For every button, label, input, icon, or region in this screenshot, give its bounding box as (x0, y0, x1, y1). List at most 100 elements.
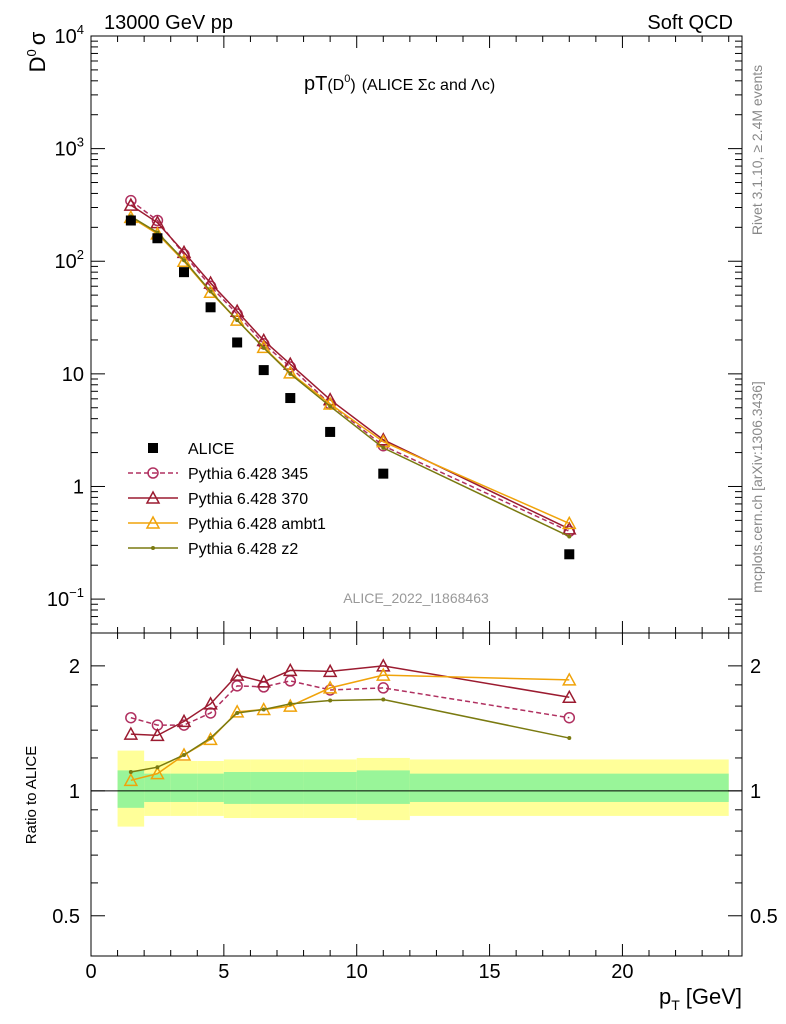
pythia-6-428-z2-point (567, 534, 572, 539)
y-tick-label: 103 (55, 135, 84, 161)
legend-label: Pythia 6.428 345 (188, 466, 308, 483)
title-rest: (ALICE Σc and Λc) (362, 77, 496, 94)
xlabel-unit: [GeV] (686, 984, 742, 1009)
pythia-6-428-345-line (130, 200, 570, 532)
ratio-pythia-6-428-ambt1-point (203, 731, 218, 746)
y-tick-exp: 4 (77, 22, 84, 37)
ratio-pythia-6-428-z2-point (288, 701, 293, 706)
ratio-pythia-6-428-z2-point (261, 707, 266, 712)
uncertainty-band-inner (356, 770, 410, 804)
y-tick-label: 104 (55, 22, 84, 48)
ratio-pythia-6-428-345-point (377, 682, 390, 694)
main-ylabel-sym: σ (25, 31, 50, 45)
ratio-pythia-6-428-z2-point (328, 698, 333, 703)
y-tick-base: 10 (55, 139, 77, 161)
legend-label: Pythia 6.428 370 (188, 491, 308, 508)
main-ylabel-main: D (25, 56, 50, 72)
ratio-pythia-6-428-ambt1-point (562, 672, 577, 686)
pythia-6-428-370-point (203, 275, 218, 289)
pythia-6-428-370-point (283, 356, 298, 370)
uncertainty-band-inner (250, 772, 277, 804)
ratio-y-tick-label: 0.5 (52, 906, 80, 928)
uncertainty-band-inner (117, 770, 145, 808)
alice-point (125, 215, 136, 226)
legend-label: ALICE (188, 441, 234, 458)
x-tick-label: 20 (611, 961, 633, 983)
y-tick-base: 10 (55, 26, 77, 48)
ratio-pythia-6-428-z2-line (130, 698, 570, 773)
ratio-pythia-6-428-370-point (176, 713, 192, 728)
pythia-6-428-z2-point (208, 289, 213, 294)
legend-marker (148, 443, 158, 453)
ratio-pythia-6-428-370-point (283, 662, 298, 677)
ratio-pythia-6-428-ambt1-point (322, 680, 338, 694)
ratio-pythia-6-428-345-point (231, 680, 243, 692)
ratio-y-tick-label: 2 (69, 656, 80, 678)
uncertainty-band-inner (303, 772, 357, 804)
y-tick-base: 10 (62, 364, 84, 386)
ratio-pythia-6-428-ambt1-point (229, 704, 245, 718)
ratio-pythia-6-428-ambt1-point (150, 766, 165, 780)
ratio-pythia-6-428-ambt1-point (176, 747, 192, 761)
x-axis-label: pT [GeV] (659, 984, 742, 1013)
title-main: pT (304, 73, 327, 95)
ratio-pythia-6-428-370-point (256, 674, 271, 688)
uncertainty-band-inner (277, 772, 304, 804)
y-tick-label: 10−1 (47, 585, 84, 611)
legend-label: Pythia 6.428 ambt1 (188, 516, 326, 533)
ratio-y-tick-label: 1 (69, 781, 80, 803)
alice-point (325, 426, 336, 437)
ratio-pythia-6-428-ambt1-point (376, 667, 391, 681)
pythia-6-428-z2-line (130, 215, 570, 538)
pythia-6-428-z2-point (261, 345, 266, 350)
analysis-id: ALICE_2022_I1868463 (343, 590, 489, 606)
uncertainty-band-inner (170, 773, 198, 802)
title-paren: (D (327, 77, 344, 94)
alice-point (152, 233, 163, 244)
ratio-pythia-6-428-370-point (229, 667, 245, 681)
pythia-6-428-370-point (176, 244, 192, 259)
main-ylabel: D0 σ (24, 31, 50, 72)
y-tick-label: 1 (73, 476, 84, 498)
alice-point (205, 302, 216, 313)
pythia-6-428-z2-point (182, 258, 186, 263)
alice-point (378, 468, 389, 479)
uncertainty-band-inner (409, 773, 729, 802)
pythia-6-428-370-line (130, 204, 570, 530)
pythia-6-428-z2-point (381, 445, 386, 450)
ratio-pythia-6-428-345-point (284, 675, 297, 687)
ratio-pythia-6-428-345-point (125, 711, 137, 724)
ratio-pythia-6-428-370-point (123, 726, 139, 740)
alice-point (564, 549, 575, 560)
legend: ALICE Pythia 6.428 345 Pythia 6.428 370 Pyt… (128, 441, 326, 558)
ratio-pythia-6-428-370-point (562, 689, 577, 704)
ratio-pythia-6-428-z2-point (155, 765, 160, 770)
y-tick-exp: 2 (77, 247, 84, 262)
panel-frame (90, 632, 743, 957)
mcplots-label: mcplots.cern.ch [arXiv:1306.3436] (749, 381, 765, 593)
y-tick-base: 1 (73, 476, 84, 498)
pythia-6-428-ambt1-point (283, 365, 298, 379)
uncertainty-band-inner (197, 773, 224, 802)
ratio-pythia-6-428-370-point (203, 696, 218, 710)
y-tick-exp: −1 (69, 585, 84, 600)
alice-point (179, 267, 189, 278)
rivet-version-label: Rivet 3.1.10, ≥ 2.4M events (749, 65, 765, 235)
ratio-pythia-6-428-z2-point (567, 736, 572, 741)
main-ylabel-sup: 0 (24, 49, 39, 56)
pythia-6-428-370-point (256, 332, 271, 347)
pythia-6-428-ambt1-point (203, 284, 218, 299)
x-tick-label: 10 (346, 961, 368, 983)
ratio-y-tick-label-right: 1 (750, 781, 761, 803)
ratio-panel: 0.5 0.51 12 20 5 10 15 20 (52, 632, 778, 983)
ratio-pythia-6-428-z2-point (235, 710, 240, 715)
y-tick-base: 10 (47, 589, 69, 611)
legend-marker (147, 467, 159, 479)
ratio-pythia-6-428-345-point (563, 711, 576, 724)
pythia-6-428-ambt1-point (562, 515, 577, 530)
ratio-y-tick-label-right: 0.5 (750, 906, 778, 928)
x-tick-label: 0 (85, 961, 96, 983)
pythia-6-428-ambt1-point (229, 312, 245, 326)
